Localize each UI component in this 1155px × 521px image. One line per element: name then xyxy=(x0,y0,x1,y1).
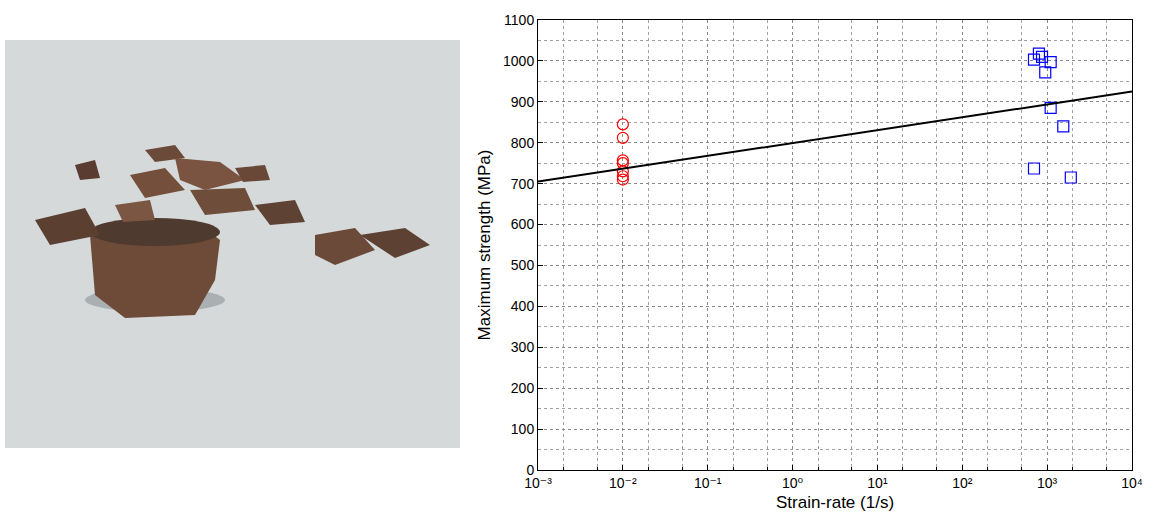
svg-text:Maximum strength (MPa): Maximum strength (MPa) xyxy=(475,150,494,341)
svg-text:500: 500 xyxy=(511,257,535,273)
svg-text:1100: 1100 xyxy=(504,12,534,28)
svg-text:0: 0 xyxy=(526,462,534,478)
svg-text:Strain-rate (1/s): Strain-rate (1/s) xyxy=(776,493,894,512)
svg-text:10²: 10² xyxy=(952,475,973,491)
svg-text:10⁴: 10⁴ xyxy=(1121,475,1143,491)
svg-text:400: 400 xyxy=(511,298,535,314)
svg-text:10⁻¹: 10⁻¹ xyxy=(694,475,722,491)
svg-text:300: 300 xyxy=(511,339,535,355)
svg-text:600: 600 xyxy=(511,216,535,232)
svg-text:10⁻²: 10⁻² xyxy=(609,475,637,491)
svg-text:200: 200 xyxy=(511,380,535,396)
svg-text:900: 900 xyxy=(511,94,535,110)
svg-text:700: 700 xyxy=(511,176,535,192)
svg-text:1000: 1000 xyxy=(503,53,534,69)
svg-text:800: 800 xyxy=(511,135,535,151)
svg-text:10³: 10³ xyxy=(1037,475,1058,491)
svg-text:10⁰: 10⁰ xyxy=(782,475,804,491)
svg-text:10⁻³: 10⁻³ xyxy=(524,475,552,491)
svg-text:10¹: 10¹ xyxy=(867,475,888,491)
svg-text:100: 100 xyxy=(511,421,535,437)
